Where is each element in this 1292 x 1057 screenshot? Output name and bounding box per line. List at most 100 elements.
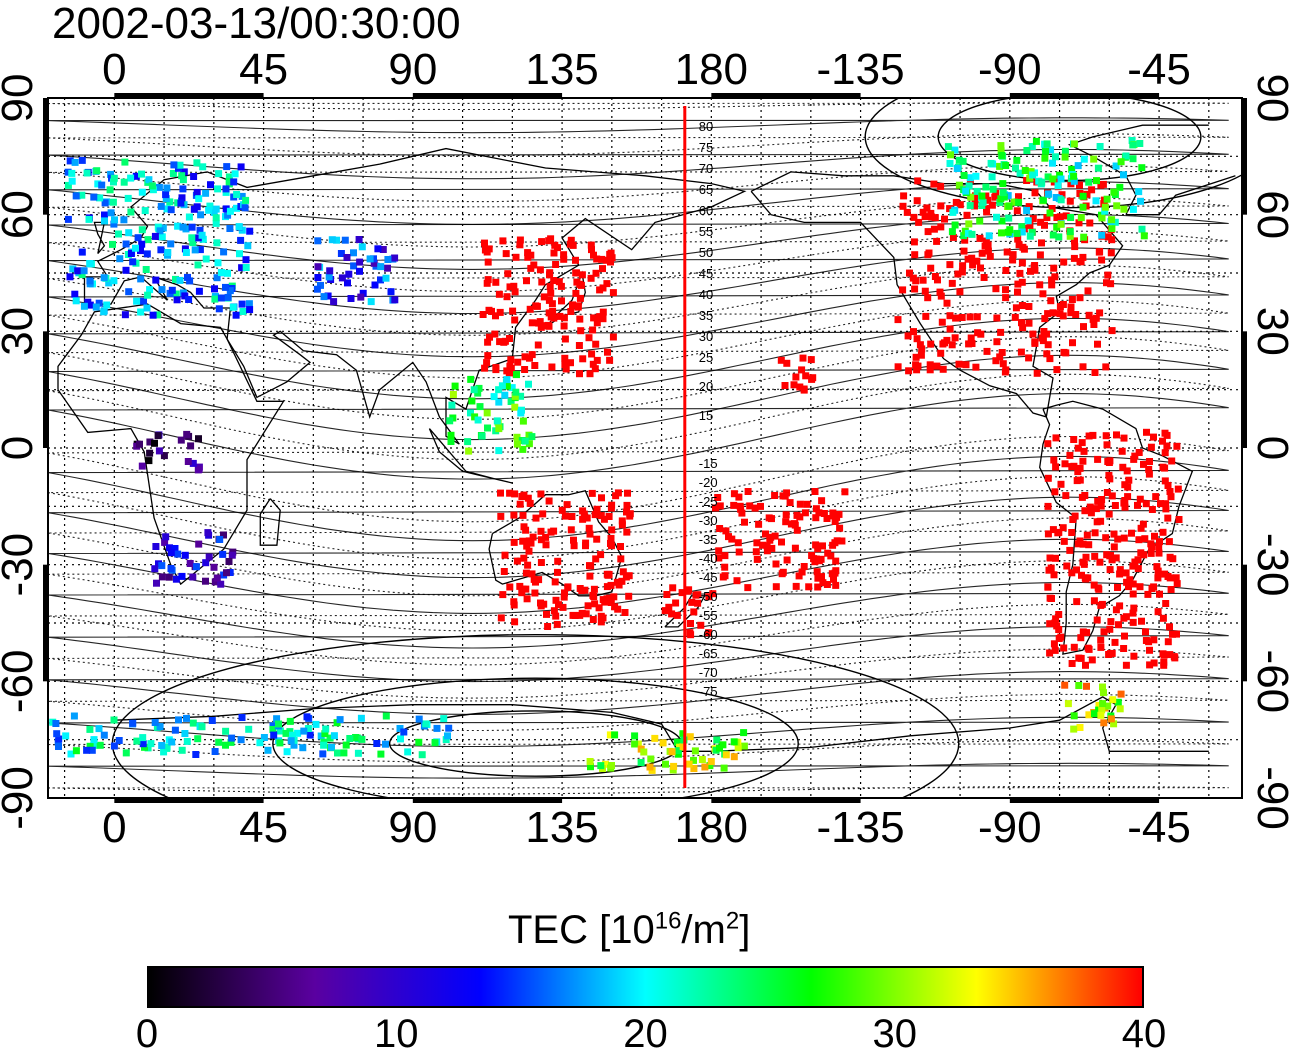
tec-cell [317, 281, 324, 289]
tec-cell [326, 267, 334, 275]
tec-cell [151, 719, 159, 726]
tec-cell [618, 517, 626, 525]
tec-cell [960, 172, 968, 179]
tec-cell [1166, 574, 1174, 582]
tec-cell [496, 308, 504, 316]
tec-cell [586, 370, 594, 378]
tec-cell [1012, 164, 1019, 172]
tec-cell [227, 738, 235, 746]
tec-cell [1140, 232, 1148, 240]
x-tick-top: 0 [102, 45, 126, 94]
tec-cell [220, 248, 228, 256]
tec-cell [937, 349, 945, 357]
tec-cell [1100, 689, 1107, 697]
tec-cell [86, 260, 94, 267]
tec-cell [1166, 651, 1174, 659]
tec-cell [158, 562, 166, 570]
tec-cell [574, 302, 582, 310]
tec-cell [1108, 216, 1116, 224]
tec-cell [913, 335, 921, 343]
tec-cell [736, 502, 744, 510]
tec-cell [919, 276, 927, 284]
tec-cell [1175, 516, 1183, 523]
tec-cell [1067, 214, 1075, 221]
tec-cell [1019, 243, 1027, 251]
tec-cell [238, 300, 246, 308]
tec-cell [149, 186, 157, 194]
tec-cell [1052, 463, 1060, 471]
tec-cell [571, 612, 579, 619]
tec-cell [198, 723, 206, 731]
tec-cell [1062, 349, 1070, 357]
magnetic-latitude-contour [48, 354, 1229, 441]
tec-cell [485, 306, 493, 314]
tec-cell [169, 170, 177, 177]
tec-cell [744, 488, 752, 495]
tec-cell [1162, 505, 1170, 513]
tec-cell [1080, 323, 1087, 331]
coastline [114, 696, 1209, 752]
tec-cell [730, 753, 738, 761]
tec-cell [328, 743, 335, 751]
tec-cell [783, 359, 791, 367]
tec-cell [1044, 440, 1052, 448]
tec-cell [1078, 571, 1085, 579]
tec-cell [560, 251, 568, 259]
tec-cell [1142, 628, 1149, 636]
tec-cell [357, 293, 365, 301]
tec-cell [588, 246, 595, 254]
tec-cell [226, 569, 234, 576]
tec-cell [167, 206, 175, 214]
tec-cell [609, 333, 617, 341]
tec-cell [916, 341, 924, 349]
tec-cell [506, 583, 514, 591]
tec-cell [586, 572, 594, 580]
tec-cell [86, 301, 94, 309]
tec-cell [193, 188, 201, 196]
tec-cell [582, 610, 590, 618]
tec-cell [1135, 188, 1143, 196]
tec-cell [370, 259, 378, 267]
tec-cell [1098, 256, 1106, 264]
tec-cell [1002, 162, 1010, 169]
tec-cell [1116, 183, 1124, 191]
x-tick-bottom: -135 [817, 803, 905, 852]
tec-cell [578, 271, 586, 279]
tec-cell [669, 766, 677, 774]
magnetic-latitude-contour [48, 693, 1229, 732]
tec-cell [1003, 248, 1011, 256]
tec-cell [1165, 538, 1173, 546]
tec-cell [1098, 706, 1106, 714]
x-tick-bottom: 0 [102, 803, 126, 852]
tec-cell [818, 573, 825, 581]
tec-cell [540, 293, 548, 301]
x-tick-bottom: 180 [675, 803, 748, 852]
tec-cell [972, 172, 980, 180]
tec-cell [1120, 205, 1128, 213]
tec-cell [151, 565, 159, 573]
tec-cell [832, 581, 840, 589]
tec-cell [154, 223, 162, 231]
tec-cell [167, 240, 175, 248]
tec-cell [174, 222, 182, 230]
tec-cell [960, 247, 968, 255]
tec-cell [968, 254, 976, 262]
tec-cell [964, 255, 972, 263]
tec-cell [604, 571, 612, 579]
tec-cell [586, 530, 594, 538]
tec-cell [334, 749, 341, 757]
tec-cell [959, 262, 967, 270]
tec-cell [575, 342, 583, 349]
tec-cell [1050, 571, 1058, 579]
tec-cell [617, 543, 624, 550]
tec-cell [721, 552, 729, 560]
tec-cell [181, 551, 189, 559]
tec-cell [194, 261, 202, 269]
tec-cell [1026, 232, 1034, 240]
tec-cell [532, 302, 540, 310]
tec-cell [1085, 645, 1093, 653]
tec-cell [899, 286, 907, 294]
tec-cell [967, 193, 975, 201]
tec-cell [1062, 212, 1070, 220]
tec-cell [623, 528, 631, 536]
